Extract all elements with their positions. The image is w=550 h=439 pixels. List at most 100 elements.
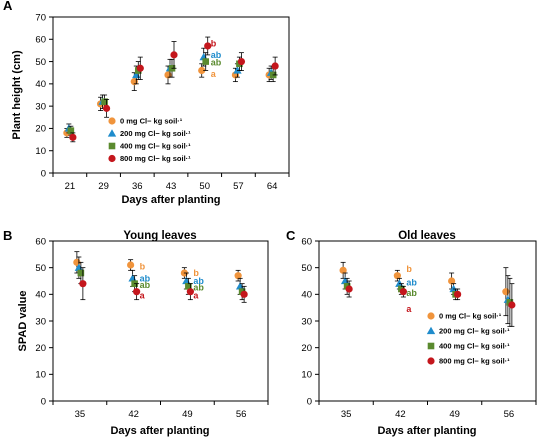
legend-marker [426,326,436,335]
significance-label: ab [140,273,151,283]
legend-label: 800 mg Cl− kg soil·¹ [120,154,191,163]
data-point [339,266,347,274]
data-point [186,288,194,296]
significance-label: b [140,261,146,271]
x-axis-title: Days after planting [377,425,476,437]
y-tick-label: 20 [35,343,46,354]
data-point [202,58,210,65]
data-point [101,98,108,105]
y-axis-title: Plant height (cm) [11,50,23,140]
significance-label: ab [211,50,222,60]
significance-label: b [193,268,199,278]
x-tick-label: 49 [449,409,460,420]
series-3 [69,36,279,143]
y-tick-label: 40 [35,79,46,90]
data-point [271,62,279,70]
y-tick-label: 30 [35,101,46,112]
significance-label: a [406,304,412,314]
plot-frame [52,240,269,402]
x-tick-label: 49 [182,409,193,420]
x-tick-label: 21 [65,181,76,192]
data-point [399,288,407,296]
significance-label: ab [193,283,204,293]
y-tick-label: 50 [35,263,46,274]
legend-marker [108,117,116,125]
x-tick-label: 35 [75,409,86,420]
legend: 0 mg Cl− kg soil·¹ 200 mg Cl− kg soil·¹ 40… [426,312,510,366]
x-tick-label: 43 [166,181,177,192]
series-0 [339,261,510,317]
chart-panel-b: 0 10 20 30 40 50 60 35 42 49 56 Days after planting… [3,228,269,437]
y-tick-label: 70 [35,12,46,23]
x-tick-label: 29 [98,181,109,192]
legend-label: 400 mg Cl− kg soil·¹ [439,342,510,351]
y-tick-label: 60 [35,35,46,46]
legend-label: 200 mg Cl− kg soil·¹ [439,327,510,336]
series-1 [74,256,245,295]
significance-label: b [211,39,217,49]
significance-label: a [140,291,146,301]
legend-marker [108,142,116,150]
y-tick-label: 10 [301,370,312,381]
significance-label: ab [140,280,151,290]
panel-title: Old leaves [398,230,456,242]
data-point [136,64,144,72]
plot-frame [318,240,537,402]
data-point [393,272,401,280]
x-tick-label: 42 [128,409,139,420]
y-tick-label: 40 [35,290,46,301]
x-tick-label: 56 [504,409,515,420]
y-tick-label: 10 [35,146,46,157]
x-tick-label: 56 [236,409,247,420]
series-2 [77,261,246,301]
data-point [79,280,87,288]
panel-letter: A [3,0,13,13]
legend-label: 400 mg Cl− kg soil·¹ [120,142,191,151]
x-axis-title: Days after planting [110,425,209,437]
data-point [233,66,242,74]
legend-label: 0 mg Cl− kg soil·¹ [439,312,502,321]
data-point [234,272,242,280]
legend-marker [427,342,435,350]
x-tick-label: 57 [233,181,244,192]
plot-frame [52,16,290,174]
y-tick-label: 60 [35,236,46,247]
data-point [102,104,111,112]
x-tick-label: 64 [267,181,278,192]
legend-label: 200 mg Cl− kg soil·¹ [120,129,191,138]
data-point [454,290,462,298]
data-point [67,127,75,134]
y-tick-label: 0 [41,168,46,179]
significance-label: b [406,264,412,274]
panel-letter: B [3,228,12,243]
data-point [170,51,178,59]
data-point [77,269,85,277]
x-tick-label: 36 [132,181,143,192]
data-point [502,288,510,296]
series-0 [63,63,273,138]
y-tick-label: 0 [41,396,46,407]
significance-label: a [211,69,217,79]
significance-label: ab [193,276,204,286]
data-point [133,288,141,296]
data-point [448,277,456,285]
significance-label: ab [406,288,417,298]
y-axis-title: SPAD value [17,291,29,352]
y-tick-label: 30 [35,316,46,327]
y-tick-label: 50 [301,263,312,274]
data-point [185,283,192,290]
x-axis-title: Days after planting [121,194,220,206]
legend-marker [108,154,116,163]
series-3 [345,280,516,327]
y-tick-label: 10 [35,370,46,381]
data-point [198,66,206,75]
legend-label: 0 mg Cl− kg soil·¹ [120,117,183,126]
series-3 [79,267,248,303]
y-tick-label: 20 [35,124,46,135]
x-tick-label: 42 [395,409,406,420]
x-tick-label: 35 [341,409,352,420]
data-point [69,133,77,141]
significance-label: a [193,291,199,301]
data-point [127,261,135,269]
